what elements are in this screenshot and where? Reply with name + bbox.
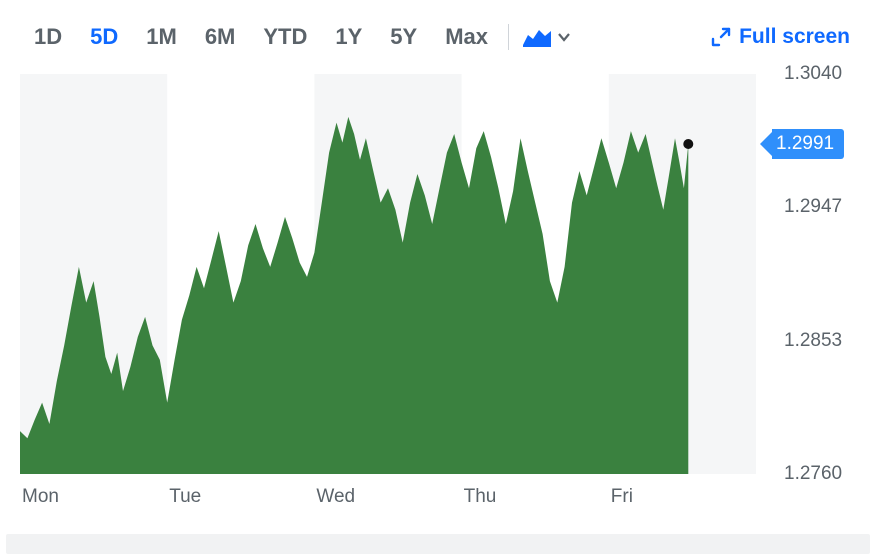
expand-icon xyxy=(711,27,731,47)
range-tab-1m[interactable]: 1M xyxy=(132,20,191,54)
y-tick: 1.2947 xyxy=(784,196,842,218)
x-tick: Thu xyxy=(464,486,497,508)
chart-toolbar: 1D5D1M6MYTD1Y5YMax Full screen xyxy=(0,0,876,64)
range-tab-ytd[interactable]: YTD xyxy=(249,20,321,54)
x-tick: Mon xyxy=(22,486,59,508)
y-tick: 1.3040 xyxy=(784,63,842,85)
fullscreen-button[interactable]: Full screen xyxy=(711,25,856,49)
horizontal-scrollbar[interactable] xyxy=(6,534,870,554)
x-tick: Fri xyxy=(611,486,633,508)
current-price-marker: 1.2991 xyxy=(760,129,844,159)
current-price-value: 1.2991 xyxy=(772,129,844,159)
chart-type-button[interactable] xyxy=(519,25,575,49)
chart-svg xyxy=(20,74,756,474)
range-tabs: 1D5D1M6MYTD1Y5YMax xyxy=(20,20,502,54)
x-tick: Wed xyxy=(316,486,355,508)
range-tab-5y[interactable]: 5Y xyxy=(376,20,431,54)
chevron-down-icon xyxy=(557,30,571,44)
range-tab-1d[interactable]: 1D xyxy=(20,20,76,54)
toolbar-separator xyxy=(508,24,509,50)
fullscreen-label: Full screen xyxy=(739,25,850,49)
range-tab-1y[interactable]: 1Y xyxy=(321,20,376,54)
chart-container: 1.30401.29471.28531.27601.2991 MonTueWed… xyxy=(0,64,876,504)
y-tick: 1.2853 xyxy=(784,330,842,352)
area-chart-icon xyxy=(523,27,551,47)
x-axis: Mon Tue Wed Thu Fri xyxy=(20,486,756,516)
plot-area[interactable] xyxy=(20,74,756,474)
range-tab-6m[interactable]: 6M xyxy=(191,20,250,54)
range-tab-5d[interactable]: 5D xyxy=(76,20,132,54)
y-tick: 1.2760 xyxy=(784,463,842,485)
x-tick: Tue xyxy=(169,486,201,508)
range-tab-max[interactable]: Max xyxy=(431,20,502,54)
y-axis: 1.30401.29471.28531.27601.2991 xyxy=(760,74,870,474)
